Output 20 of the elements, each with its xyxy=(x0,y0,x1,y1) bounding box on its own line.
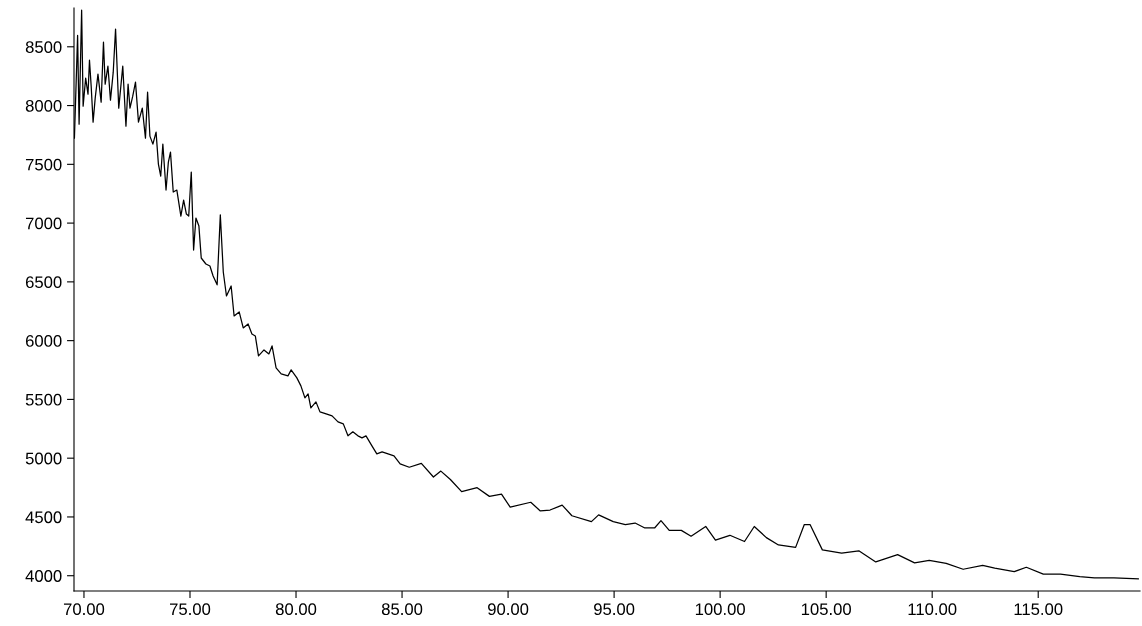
x-tick-label: 100.00 xyxy=(695,603,745,616)
y-tick-label: 7000 xyxy=(25,217,62,230)
x-tick-label: 80.00 xyxy=(275,603,317,616)
y-tick-label: 4000 xyxy=(25,570,62,582)
y-tick-label: 5000 xyxy=(25,452,62,465)
x-tick-label: 90.00 xyxy=(488,603,529,616)
y-tick-label: 6500 xyxy=(25,276,62,289)
y-tick-label: 7500 xyxy=(25,158,62,171)
y-tick-label: 8500 xyxy=(25,41,62,53)
y-tick-label: 6000 xyxy=(25,335,62,347)
x-tick-label: 70.00 xyxy=(63,603,105,616)
x-tick-label: 75.00 xyxy=(170,603,211,616)
y-tick-label: 4500 xyxy=(25,511,62,524)
x-tick-label: 115.00 xyxy=(1014,603,1063,616)
x-tick-label: 95.00 xyxy=(594,603,635,616)
y-tick-label: 8000 xyxy=(25,99,62,112)
x-tick-label: 105.00 xyxy=(801,603,851,616)
x-tick-label: 85.00 xyxy=(381,603,423,616)
y-tick-label: 5500 xyxy=(25,393,62,406)
x-tick-label: 110.00 xyxy=(908,603,957,616)
